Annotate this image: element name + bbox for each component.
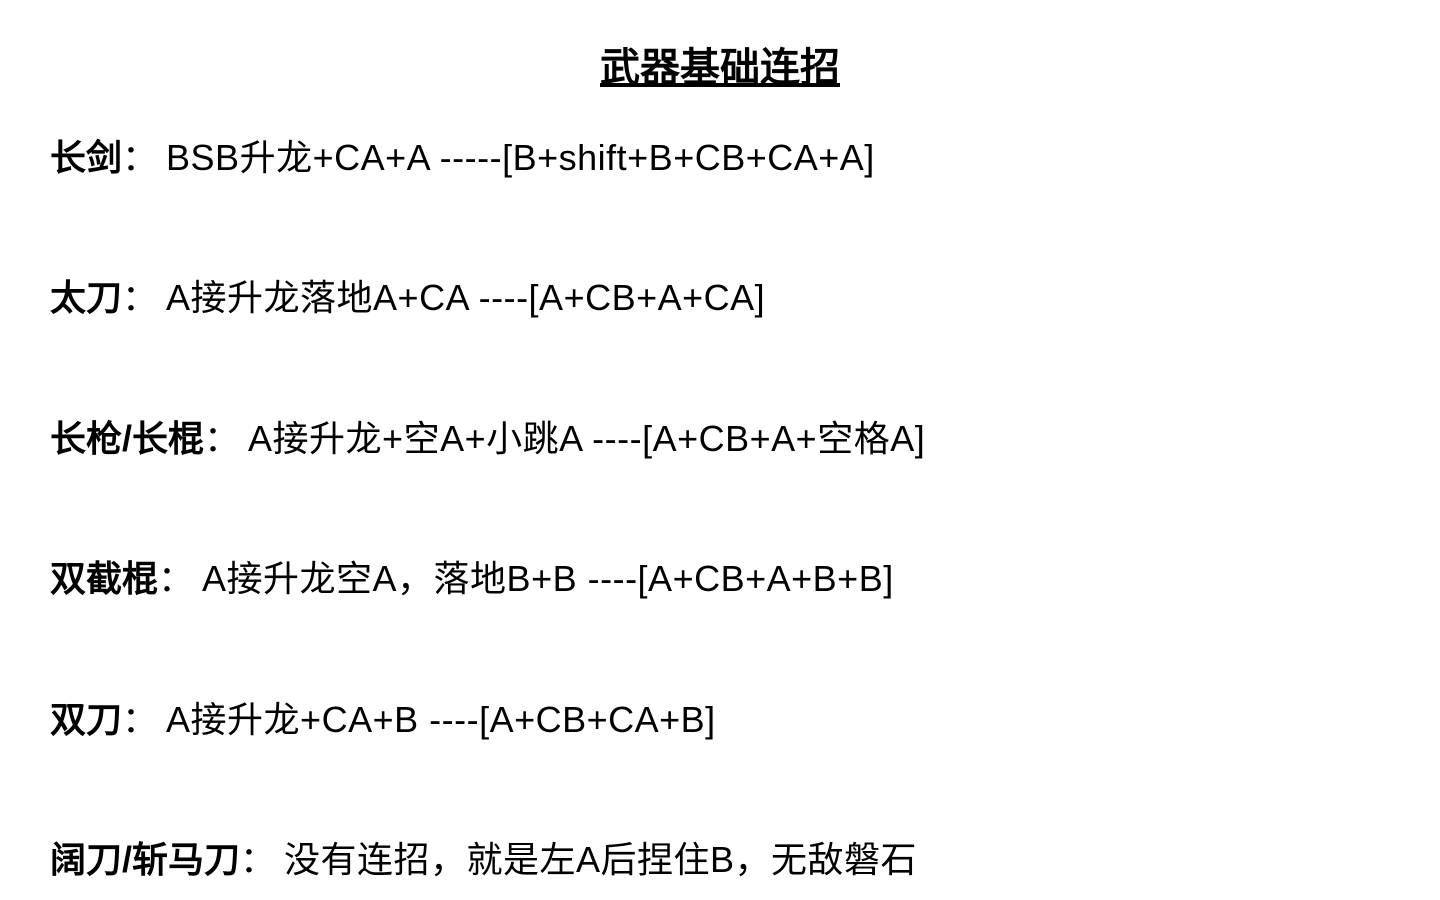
weapon-label: 长枪/长棍 [50,418,204,459]
colon: ： [122,277,158,318]
combo-text: BSB升龙+CA+A -----[B+shift+B+CB+CA+A] [166,137,875,178]
combo-row: 双截棍：A接升龙空A，落地B+B ----[A+CB+A+B+B] [50,554,1390,604]
colon: ： [204,418,240,459]
combo-row: 太刀：A接升龙落地A+CA ----[A+CB+A+CA] [50,273,1390,323]
colon: ： [122,699,158,740]
weapon-label: 阔刀/斩马刀 [50,839,240,880]
weapon-label: 太刀 [50,277,122,318]
weapon-label: 双刀 [50,699,122,740]
combo-text: A接升龙落地A+CA ----[A+CB+A+CA] [166,277,765,318]
combo-row: 长枪/长棍：A接升龙+空A+小跳A ----[A+CB+A+空格A] [50,414,1390,464]
combo-row: 长剑：BSB升龙+CA+A -----[B+shift+B+CB+CA+A] [50,133,1390,183]
colon: ： [158,558,194,599]
weapon-label: 双截棍 [50,558,158,599]
weapon-label: 长剑 [50,137,122,178]
document-title: 武器基础连招 [50,35,1390,93]
combo-text: A接升龙空A，落地B+B ----[A+CB+A+B+B] [202,558,894,599]
colon: ： [240,839,276,880]
combo-text: A接升龙+空A+小跳A ----[A+CB+A+空格A] [248,418,925,459]
combo-text: 没有连招，就是左A后捏住B，无敌磐石 [284,839,917,880]
colon: ： [122,137,158,178]
combo-text: A接升龙+CA+B ----[A+CB+CA+B] [166,699,716,740]
combo-row: 阔刀/斩马刀：没有连招，就是左A后捏住B，无敌磐石 [50,835,1390,885]
combo-row: 双刀：A接升龙+CA+B ----[A+CB+CA+B] [50,695,1390,745]
